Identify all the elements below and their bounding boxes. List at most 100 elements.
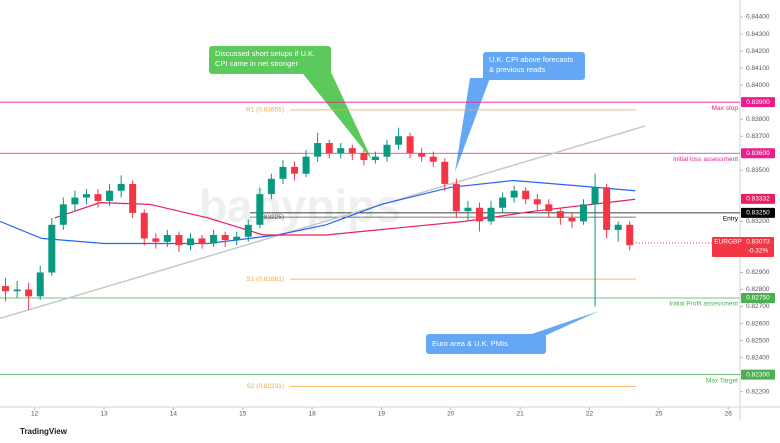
level-name: Max Target (706, 377, 738, 384)
y-tick-label: 0.83800 (746, 116, 770, 123)
candle-body (499, 197, 507, 208)
candle-body (360, 153, 368, 161)
y-tick-label: 0.84200 (746, 48, 770, 55)
candle-body (614, 224, 622, 230)
level-tag-label: 0.82300 (746, 371, 770, 378)
x-tick-label: 15 (239, 411, 247, 418)
candle-body (267, 178, 275, 195)
callout-text: Euro area & U.K. PMIs (432, 339, 508, 348)
y-tick-label: 0.84100 (746, 65, 770, 72)
candle-body (2, 286, 10, 292)
y-tick-label: 0.84300 (746, 31, 770, 38)
x-tick-label: 25 (655, 411, 663, 418)
ma-tag-label: 0.83332 (746, 196, 770, 203)
callout-pointer (455, 78, 490, 172)
callout (426, 334, 546, 354)
level-name: Max stop (712, 105, 739, 112)
candle-body (233, 236, 241, 241)
candle-body (475, 207, 483, 222)
y-tick-label: 0.82700 (746, 303, 770, 310)
pivot-label: S1 (0.82861) (246, 276, 284, 283)
candle-body (244, 224, 252, 237)
level-tag (741, 293, 775, 304)
candle-body (556, 211, 564, 218)
callout-pointer (300, 70, 372, 160)
level-tag-label: 0.83600 (746, 150, 770, 157)
candle-body (106, 190, 114, 201)
candle-body (175, 235, 183, 246)
candle-body (371, 156, 379, 161)
candle-body (395, 136, 403, 145)
x-tick-label: 12 (31, 411, 39, 418)
candle-body (568, 217, 576, 222)
candle-body (210, 235, 218, 244)
candle-body (325, 143, 333, 154)
brand: TradingView (20, 427, 68, 436)
level-tag-label: 0.83250 (746, 210, 770, 217)
candle-body (94, 194, 102, 201)
candle-body (140, 212, 148, 239)
candle-body (406, 136, 414, 154)
candle-body (129, 183, 137, 213)
candle-body (187, 238, 195, 246)
level-tag (741, 207, 775, 218)
candle-body (383, 144, 391, 157)
candle-body (117, 183, 125, 191)
x-tick-label: 18 (308, 411, 316, 418)
price-change: -0.32% (748, 248, 769, 255)
candle-body (452, 183, 460, 212)
pivot-label: (0.83225) (256, 214, 284, 221)
callout-text: & previous reads (489, 65, 546, 74)
callout-text: Discussed short setups if U.K. (215, 49, 315, 58)
level-tag-label: 0.82750 (746, 295, 770, 302)
y-tick-label: 0.83500 (746, 167, 770, 174)
callout-text: U.K. CPI above forecasts (489, 55, 573, 64)
candle-body (626, 224, 634, 246)
y-tick-label: 0.82900 (746, 269, 770, 276)
level-tag (741, 97, 775, 108)
candle-body (82, 194, 90, 198)
y-tick-label: 0.83200 (746, 218, 770, 225)
moving-average (54, 198, 636, 236)
candle-body (279, 166, 287, 179)
candle-body (291, 166, 299, 174)
y-tick-label: 0.82500 (746, 337, 770, 344)
ma-tag (741, 193, 775, 204)
candle-body (603, 187, 611, 230)
x-tick-label: 19 (378, 411, 386, 418)
candle-body (464, 207, 472, 212)
moving-average (0, 179, 636, 245)
candle-body (36, 272, 44, 297)
x-tick-label: 22 (586, 411, 594, 418)
candle-body (418, 153, 426, 157)
candle-body (429, 156, 437, 162)
callout (483, 52, 585, 80)
candle-body (510, 190, 518, 198)
symbol: EURGBP (714, 239, 741, 246)
candle-body (337, 148, 345, 154)
candle-body (152, 238, 160, 242)
candle-body (163, 235, 171, 242)
trendline (0, 125, 646, 320)
candle-body (48, 224, 56, 273)
y-tick-label: 0.82400 (746, 354, 770, 361)
candle-body (71, 197, 79, 205)
level-name: Initial loss assessment (673, 156, 738, 163)
watermark: babypips (199, 180, 401, 232)
candle-body (545, 204, 553, 212)
x-tick-label: 14 (170, 411, 178, 418)
candle-body (579, 204, 587, 222)
level-tag (741, 369, 775, 380)
annotations: Discussed short setups if U.K.CPI came i… (209, 46, 599, 354)
candle-body (59, 204, 67, 225)
candle-body (522, 190, 530, 200)
y-tick-label: 0.84400 (746, 14, 770, 21)
pivot-label: S2 (0.82231) (246, 383, 284, 390)
y-tick-label: 0.82800 (746, 286, 770, 293)
x-tick-label: 21 (517, 411, 525, 418)
candle-body (591, 187, 599, 205)
level-name: Initial Profit assessment (669, 301, 738, 308)
